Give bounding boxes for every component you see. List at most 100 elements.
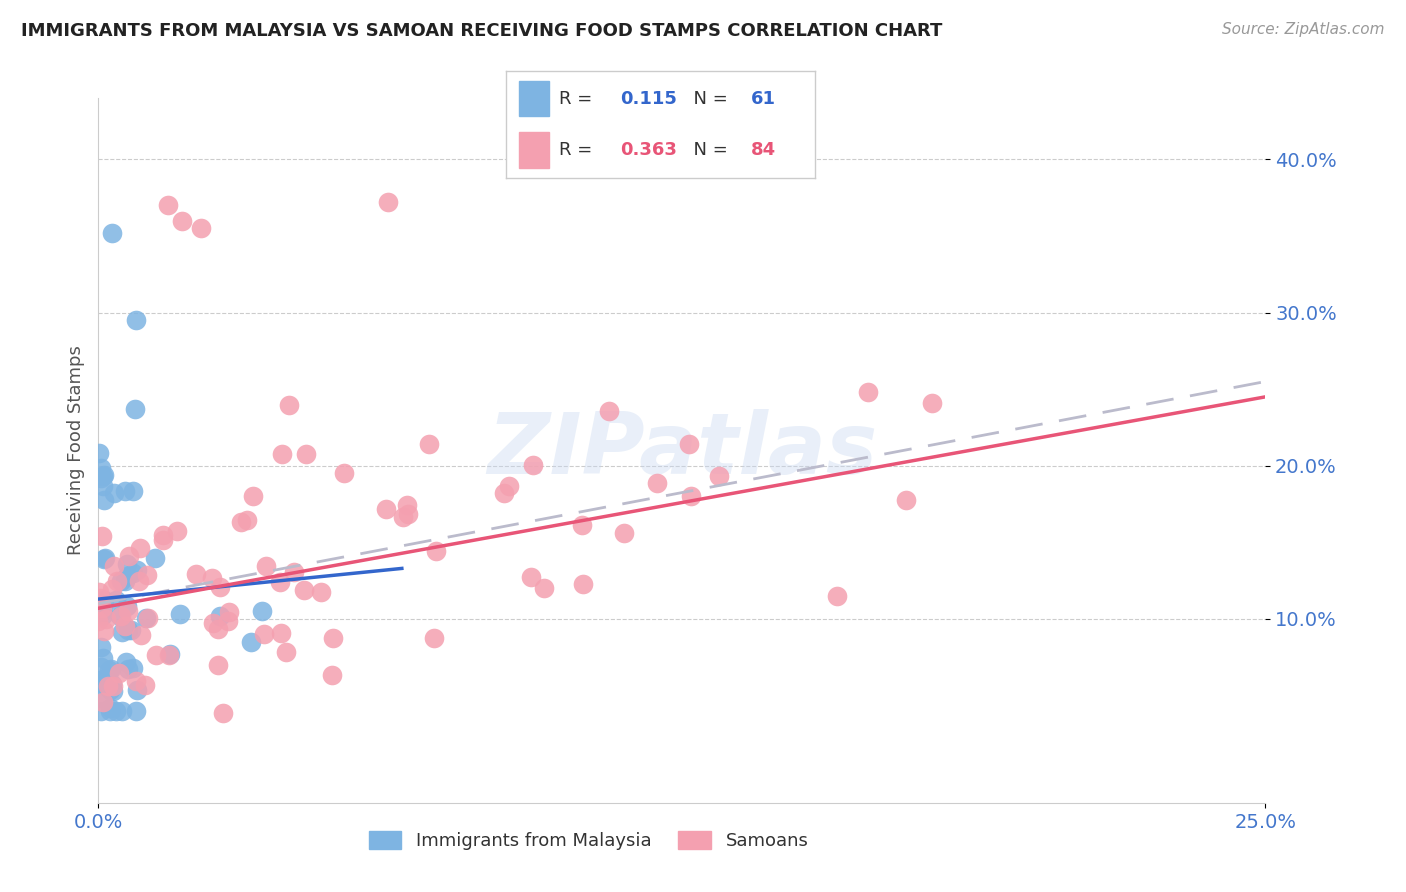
Point xyxy=(236,513,259,527)
Point xyxy=(425,543,447,558)
Point xyxy=(396,498,419,512)
Point xyxy=(271,447,294,461)
Point xyxy=(117,604,139,618)
Point xyxy=(117,662,139,676)
Point xyxy=(94,551,117,566)
Point xyxy=(122,661,145,675)
Text: 0.363: 0.363 xyxy=(620,141,678,159)
Text: Source: ZipAtlas.com: Source: ZipAtlas.com xyxy=(1222,22,1385,37)
Point xyxy=(93,551,115,566)
Point xyxy=(207,622,229,636)
Point xyxy=(269,575,291,590)
Point xyxy=(292,582,315,597)
Point xyxy=(107,574,129,589)
Point xyxy=(311,585,333,599)
Point xyxy=(98,701,121,715)
Point xyxy=(103,558,125,573)
Point xyxy=(571,518,593,533)
Point xyxy=(91,690,114,705)
Point xyxy=(283,566,305,580)
Point xyxy=(856,384,879,399)
Point xyxy=(89,673,111,687)
Point xyxy=(89,584,111,599)
Point xyxy=(152,527,174,541)
Point xyxy=(91,608,114,623)
Point xyxy=(136,611,159,625)
Point xyxy=(94,611,117,625)
Point xyxy=(166,524,188,539)
Point xyxy=(678,437,700,451)
Point xyxy=(375,502,398,516)
Point xyxy=(115,599,138,613)
Point xyxy=(122,484,145,499)
Point xyxy=(111,704,134,718)
Point xyxy=(423,631,446,645)
Point xyxy=(125,682,148,697)
Point xyxy=(332,466,354,480)
Point xyxy=(159,647,181,661)
Point xyxy=(90,640,112,655)
Point xyxy=(120,623,142,637)
Point xyxy=(522,458,544,472)
Point xyxy=(87,614,110,628)
Point xyxy=(90,673,112,688)
Point xyxy=(254,559,277,574)
Point xyxy=(101,677,124,691)
Point xyxy=(129,541,152,555)
Point xyxy=(169,607,191,621)
Point xyxy=(200,571,222,585)
Point xyxy=(190,221,212,235)
Point xyxy=(89,591,111,606)
Point xyxy=(207,657,229,672)
Point xyxy=(108,666,131,681)
Point xyxy=(242,489,264,503)
Point xyxy=(274,645,297,659)
Point xyxy=(101,684,124,698)
Point xyxy=(572,577,595,591)
Point xyxy=(91,696,114,710)
Text: 84: 84 xyxy=(751,141,776,159)
Bar xyxy=(519,132,550,168)
Point xyxy=(91,529,114,543)
Point xyxy=(295,447,318,461)
Point xyxy=(101,582,124,596)
Point xyxy=(201,615,224,630)
Point xyxy=(124,402,146,417)
Point xyxy=(613,526,636,541)
Text: ZIPatlas: ZIPatlas xyxy=(486,409,877,492)
Point xyxy=(134,678,156,692)
Text: R =: R = xyxy=(558,141,598,159)
Point xyxy=(218,605,240,619)
Point xyxy=(108,608,131,623)
Point xyxy=(100,663,122,677)
Point xyxy=(103,485,125,500)
Point xyxy=(90,460,112,475)
Point xyxy=(101,226,124,240)
Point xyxy=(129,628,152,642)
Point xyxy=(321,668,343,682)
Bar xyxy=(519,81,550,116)
Text: R =: R = xyxy=(558,90,598,108)
Point xyxy=(105,704,128,718)
Point xyxy=(122,566,145,581)
Point xyxy=(128,574,150,588)
Point xyxy=(647,475,669,490)
Point xyxy=(97,679,120,693)
Text: 61: 61 xyxy=(751,90,776,108)
Point xyxy=(91,604,114,618)
Point xyxy=(87,607,110,621)
Point xyxy=(239,635,262,649)
Text: N =: N = xyxy=(682,90,734,108)
Point xyxy=(91,651,114,665)
Point xyxy=(598,404,620,418)
Point xyxy=(498,478,520,492)
Point xyxy=(679,489,702,503)
Point xyxy=(114,484,136,499)
Legend: Immigrants from Malaysia, Samoans: Immigrants from Malaysia, Samoans xyxy=(361,823,815,857)
Point xyxy=(115,655,138,669)
Point xyxy=(93,468,115,483)
Point xyxy=(110,609,132,624)
Point xyxy=(253,627,276,641)
Point xyxy=(125,673,148,688)
Point xyxy=(115,557,138,571)
